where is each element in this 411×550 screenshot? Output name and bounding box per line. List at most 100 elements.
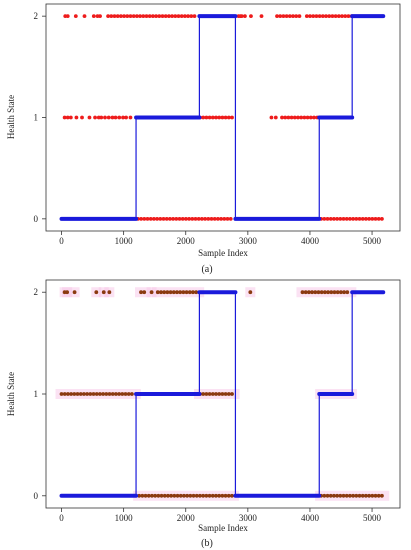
prediction-point [91, 392, 96, 396]
prediction-point [62, 115, 67, 120]
prediction-point [209, 216, 214, 221]
prediction-point [160, 14, 165, 19]
prediction-point [273, 115, 278, 120]
prediction-point [200, 216, 204, 221]
prediction-point [188, 493, 193, 498]
prediction-point [312, 115, 316, 120]
prediction-point [137, 493, 142, 498]
prediction-point [207, 115, 212, 120]
prediction-point [317, 14, 322, 19]
prediction-point [292, 115, 297, 120]
prediction-point [223, 115, 228, 120]
prediction-point [296, 115, 300, 120]
prediction-point [302, 115, 307, 120]
prediction-point [145, 216, 150, 221]
prediction-point [333, 14, 338, 19]
prediction-point [210, 115, 215, 120]
x-tick-label: 3000 [239, 513, 258, 523]
prediction-point [351, 493, 356, 498]
prediction-point [351, 216, 356, 221]
prediction-point [184, 216, 188, 221]
prediction-point [212, 216, 217, 221]
prediction-point [376, 493, 381, 498]
prediction-point [201, 115, 206, 120]
prediction-point [148, 216, 153, 221]
prediction-point [373, 493, 378, 498]
prediction-point [98, 392, 102, 396]
prediction-point [328, 493, 333, 498]
prediction-point [193, 216, 198, 221]
prediction-point [120, 392, 125, 396]
prediction-point [176, 14, 181, 19]
prediction-point [357, 493, 362, 498]
prediction-point [230, 392, 234, 396]
ground-truth-line [61, 291, 384, 497]
prediction-point [80, 115, 84, 120]
prediction-point [342, 290, 346, 295]
prediction-point [360, 493, 365, 498]
prediction-point [185, 493, 190, 498]
prediction-point [153, 493, 158, 498]
prediction-point [283, 115, 288, 120]
prediction-point [167, 14, 171, 19]
prediction-point [373, 216, 378, 221]
x-tick-label: 2000 [177, 513, 196, 523]
prediction-point [154, 14, 159, 19]
prediction-point [179, 14, 184, 19]
prediction-point [93, 115, 97, 120]
x-tick-label: 0 [59, 513, 64, 523]
panel-caption: (a) [201, 264, 212, 275]
prediction-point [194, 493, 199, 498]
prediction-point [124, 115, 129, 120]
prediction-point [106, 14, 111, 19]
prediction-point [155, 290, 160, 295]
prediction-point [94, 290, 99, 295]
x-axis-label: Sample Index [198, 523, 248, 533]
prediction-point [190, 216, 195, 221]
prediction-point [175, 493, 180, 498]
prediction-point [322, 290, 327, 295]
prediction-point [344, 493, 349, 498]
prediction-point [101, 392, 106, 396]
prediction-point [300, 290, 305, 295]
prediction-point [341, 216, 346, 221]
x-tick-label: 5000 [363, 513, 382, 523]
prediction-point [319, 290, 324, 295]
prediction-point [171, 216, 176, 221]
prediction-point [194, 290, 199, 295]
x-tick-label: 3000 [239, 236, 258, 246]
prediction-point [98, 14, 102, 19]
prediction-point [354, 216, 359, 221]
prediction-point [174, 216, 179, 221]
prediction-point [206, 216, 211, 221]
prediction-point [207, 493, 212, 498]
prediction-point [338, 290, 343, 295]
prediction-point [310, 290, 314, 295]
prediction-point [228, 216, 233, 221]
prediction-point [335, 493, 340, 498]
prediction-point [214, 392, 218, 396]
prediction-point [88, 392, 93, 396]
prediction-point [117, 115, 122, 120]
prediction-point [376, 216, 381, 221]
prediction-point [178, 493, 183, 498]
prediction-point [122, 14, 127, 19]
prediction-point [341, 493, 346, 498]
prediction-point [130, 392, 134, 396]
prediction-point [104, 392, 109, 396]
prediction-point [214, 115, 218, 120]
prediction-point [85, 392, 90, 396]
prediction-point [325, 493, 330, 498]
prediction-point [280, 115, 284, 120]
prediction-point [219, 216, 224, 221]
prediction-point [313, 290, 318, 295]
prediction-point [204, 493, 209, 498]
prediction-point [164, 216, 169, 221]
prediction-point [217, 115, 222, 120]
prediction-point [143, 493, 148, 498]
prediction-point [364, 216, 368, 221]
prediction-point [370, 493, 375, 498]
prediction-point [191, 290, 195, 295]
x-tick-label: 4000 [301, 236, 320, 246]
